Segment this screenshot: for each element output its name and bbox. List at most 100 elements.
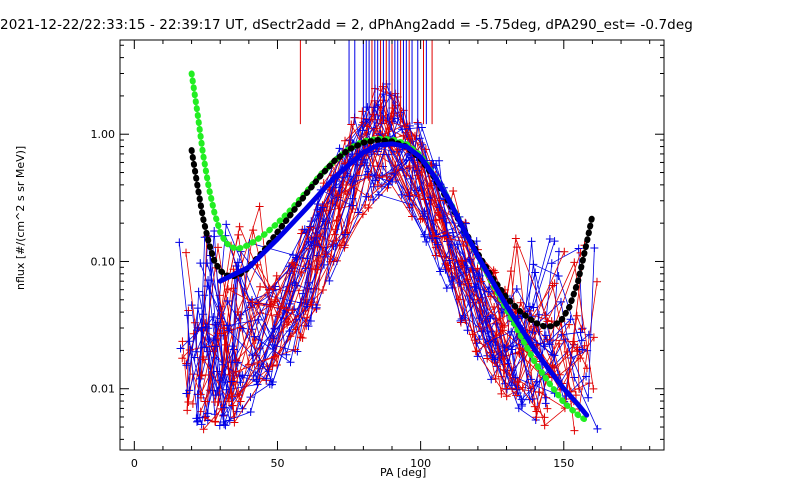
scan-point	[577, 336, 586, 345]
scan-point	[475, 314, 484, 323]
scan-point	[570, 373, 579, 382]
scan-point	[270, 324, 279, 333]
scan-point	[535, 388, 544, 397]
scan-point	[550, 237, 559, 246]
scan-point	[548, 281, 557, 290]
scan-point	[502, 384, 511, 393]
scan-point	[358, 107, 367, 116]
scan-point	[475, 335, 484, 344]
scan-point	[530, 402, 539, 411]
scan-point	[405, 192, 414, 201]
scan-point	[318, 286, 327, 295]
scan-point	[196, 371, 205, 380]
scan-curve	[218, 123, 577, 402]
scan-point	[203, 259, 212, 268]
scan-point	[392, 146, 401, 155]
scan-point	[512, 391, 521, 400]
scan-point	[540, 421, 549, 430]
scan-point	[224, 326, 233, 335]
scan-point	[178, 354, 187, 363]
scan-point	[502, 392, 511, 401]
y-tick-label: 0.01	[91, 383, 116, 396]
scan-point	[220, 403, 229, 412]
scan-point	[215, 421, 224, 430]
scan-point	[268, 378, 277, 387]
scan-point	[228, 392, 237, 401]
scan-point	[246, 407, 255, 416]
scan-point	[573, 343, 582, 352]
scan-point	[402, 155, 411, 164]
scan-point	[236, 378, 245, 387]
scan-point	[513, 378, 522, 387]
scan-point	[473, 352, 482, 361]
scan-point	[490, 303, 499, 312]
scan-point	[556, 297, 565, 306]
scan-point	[374, 190, 383, 199]
scan-point	[248, 298, 257, 307]
pa-marker-lines	[299, 40, 433, 125]
scan-point	[372, 124, 381, 133]
scan-point	[511, 234, 520, 243]
scan-point	[225, 397, 234, 406]
scan-point	[272, 360, 281, 369]
scan-point	[593, 424, 602, 433]
scan-curve	[217, 94, 551, 392]
scan-point	[285, 327, 294, 336]
scan-point	[293, 347, 302, 356]
scan-point	[211, 391, 220, 400]
scan-point	[201, 323, 210, 332]
scan-point	[543, 404, 552, 413]
scan-point	[435, 156, 444, 165]
scan-point	[463, 326, 472, 335]
scan-point	[442, 284, 451, 293]
x-tick-label: 150	[553, 457, 574, 470]
scan-point	[429, 232, 438, 241]
scan-point	[178, 337, 187, 346]
scan-curve	[223, 131, 555, 418]
scan-point	[282, 350, 291, 359]
scan-point	[296, 333, 305, 342]
scan-point	[457, 314, 466, 323]
scan-point	[555, 339, 564, 348]
x-tick-label: 0	[131, 457, 138, 470]
scan-point	[570, 426, 579, 435]
scan-point	[282, 303, 291, 312]
scan-point	[364, 172, 373, 181]
scan-point	[182, 248, 191, 257]
scan-point	[518, 400, 527, 409]
scan-point	[417, 168, 426, 177]
scan-point	[334, 191, 343, 200]
scan-point	[272, 271, 281, 280]
scan-point	[436, 210, 445, 219]
scan-point	[571, 391, 580, 400]
scan-point	[415, 134, 424, 143]
scan-point	[199, 425, 208, 434]
scan-point	[197, 420, 206, 429]
scan-point	[417, 123, 426, 132]
scan-point	[248, 351, 257, 360]
scan-point	[399, 131, 408, 140]
scan-point	[175, 238, 184, 247]
scan-point	[224, 285, 233, 294]
scan-curve	[185, 114, 585, 397]
scan-point	[291, 253, 300, 262]
chart-title: 2021-12-22/22:33:15 - 22:39:17 UT, dSect…	[0, 17, 693, 33]
scan-point	[188, 399, 197, 408]
scan-point	[219, 417, 228, 426]
scan-point	[312, 303, 321, 312]
scan-point	[210, 226, 219, 235]
scan-point	[341, 230, 350, 239]
scan-point	[541, 399, 550, 408]
scan-point	[526, 375, 535, 384]
scan-point	[547, 259, 556, 268]
scan-point	[236, 397, 245, 406]
scan-point	[506, 267, 515, 276]
axes: 0 50 100 150 0.01 0.10 1.00	[91, 40, 664, 470]
scan-point	[444, 264, 453, 273]
scan-point	[508, 381, 517, 390]
scan-point	[590, 244, 599, 253]
scan-point	[474, 270, 483, 279]
scan-point	[347, 120, 356, 129]
scan-point	[238, 324, 247, 333]
scan-point	[254, 300, 263, 309]
